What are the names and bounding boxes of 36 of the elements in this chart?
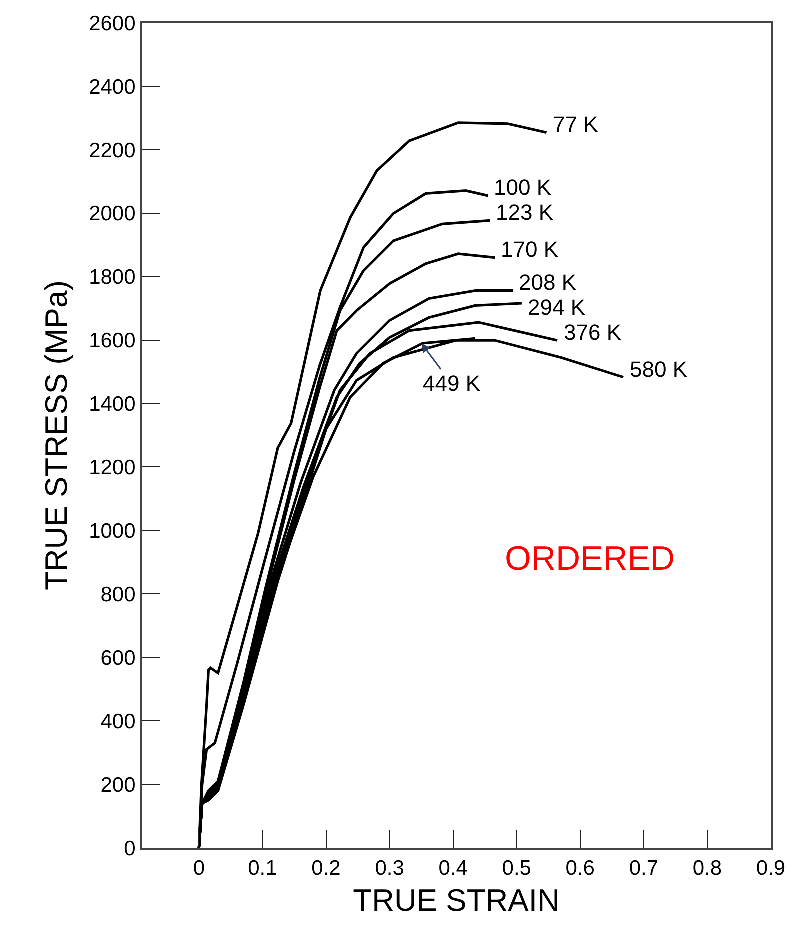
x-tick-label: 0.1 (248, 857, 278, 880)
y-tick-label: 1600 (89, 330, 136, 353)
x-tick-label: 0 (193, 857, 206, 880)
x-tick-label: 0.9 (756, 857, 786, 880)
x-tick-label: 0.8 (692, 857, 722, 880)
series-label: 208 K (519, 270, 577, 295)
y-tick-label: 1000 (89, 520, 136, 544)
y-tick-label: 2000 (89, 202, 136, 226)
series-label: 170 K (501, 237, 559, 262)
series-label: 376 K (564, 320, 622, 345)
y-axis-title: TRUE STRESS (MPa) (39, 280, 74, 591)
y-tick-label: 600 (100, 646, 136, 670)
y-tick-label: 400 (100, 710, 136, 734)
y-tick-label: 1800 (89, 266, 136, 290)
y-tick-label: 800 (100, 584, 136, 606)
series-label: 294 K (528, 295, 586, 320)
y-tick-label: 1200 (89, 456, 136, 480)
x-tick-label: 0.7 (629, 857, 659, 880)
series-label: 77 K (553, 112, 599, 137)
x-tick-label: 0.5 (502, 857, 532, 880)
y-tick-label: 200 (100, 774, 136, 797)
x-tick-label: 0.4 (438, 857, 468, 880)
series-label: 123 K (496, 200, 554, 225)
y-tick-label: 0 (124, 837, 136, 860)
y-tick-label: 2200 (89, 139, 136, 162)
x-axis-title: TRUE STRAIN (353, 882, 560, 918)
x-tick-label: 0.3 (375, 857, 404, 880)
series-label: 580 K (630, 357, 688, 382)
annotation: ORDERED (505, 540, 676, 578)
y-tick-label: 1400 (89, 393, 136, 416)
annotation: 449 K (423, 371, 481, 396)
x-tick-label: 0.2 (312, 857, 341, 880)
x-tick-label: 0.6 (566, 857, 595, 880)
y-tick-label: 2400 (89, 76, 136, 99)
series-label: 100 K (494, 175, 552, 200)
y-tick-label: 2600 (89, 12, 136, 36)
